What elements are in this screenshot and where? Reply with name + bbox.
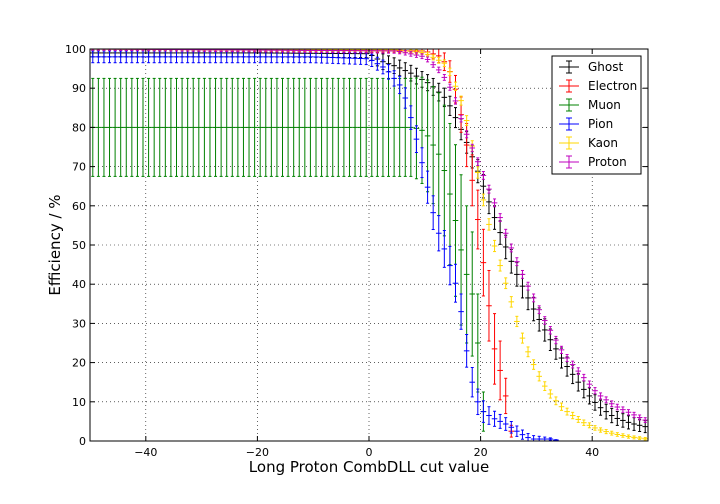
y-tick-label: 70 — [72, 161, 86, 174]
legend-marker-ghost — [559, 60, 579, 74]
legend-marker-pion — [559, 117, 579, 131]
series-muon — [90, 76, 487, 432]
x-tick-label: 20 — [474, 446, 488, 459]
x-tick-label: −40 — [134, 446, 157, 459]
y-tick-label: 40 — [72, 278, 86, 291]
x-axis-title: Long Proton CombDLL cut value — [249, 458, 489, 476]
legend-label: Proton — [588, 155, 627, 169]
x-tick-label: 40 — [585, 446, 599, 459]
axis-ticks: −40 −20 0 20 40 0 10 20 30 40 50 60 70 80 90 100 — [65, 43, 648, 459]
y-tick-label: 30 — [72, 317, 86, 330]
y-tick-label: 80 — [72, 121, 86, 134]
legend-marker-kaon — [559, 136, 579, 150]
y-tick-label: 90 — [72, 82, 86, 95]
y-tick-label: 60 — [72, 200, 86, 213]
legend-box — [551, 55, 642, 175]
legend-label: Pion — [588, 117, 613, 131]
y-tick-label: 0 — [79, 435, 86, 448]
x-tick-label: −20 — [246, 446, 269, 459]
y-tick-label: 10 — [72, 396, 86, 409]
legend-marker-electron — [559, 79, 579, 93]
series-electron — [90, 48, 515, 438]
y-tick-label: 50 — [72, 239, 86, 252]
y-axis-title: Efficiency / % — [46, 194, 64, 295]
legend-label: Kaon — [588, 136, 618, 150]
y-tick-label: 20 — [72, 357, 86, 370]
y-tick-label: 100 — [65, 43, 86, 56]
legend-label: Muon — [588, 98, 621, 112]
legend-marker-muon — [559, 98, 579, 112]
series-pion — [90, 50, 559, 442]
legend-marker-proton — [559, 155, 579, 169]
legend: Ghost Electron Muon Pion Kaon Proton — [551, 55, 642, 175]
legend-label: Ghost — [588, 60, 623, 74]
x-tick-label: 0 — [366, 446, 373, 459]
legend-label: Electron — [588, 79, 637, 93]
